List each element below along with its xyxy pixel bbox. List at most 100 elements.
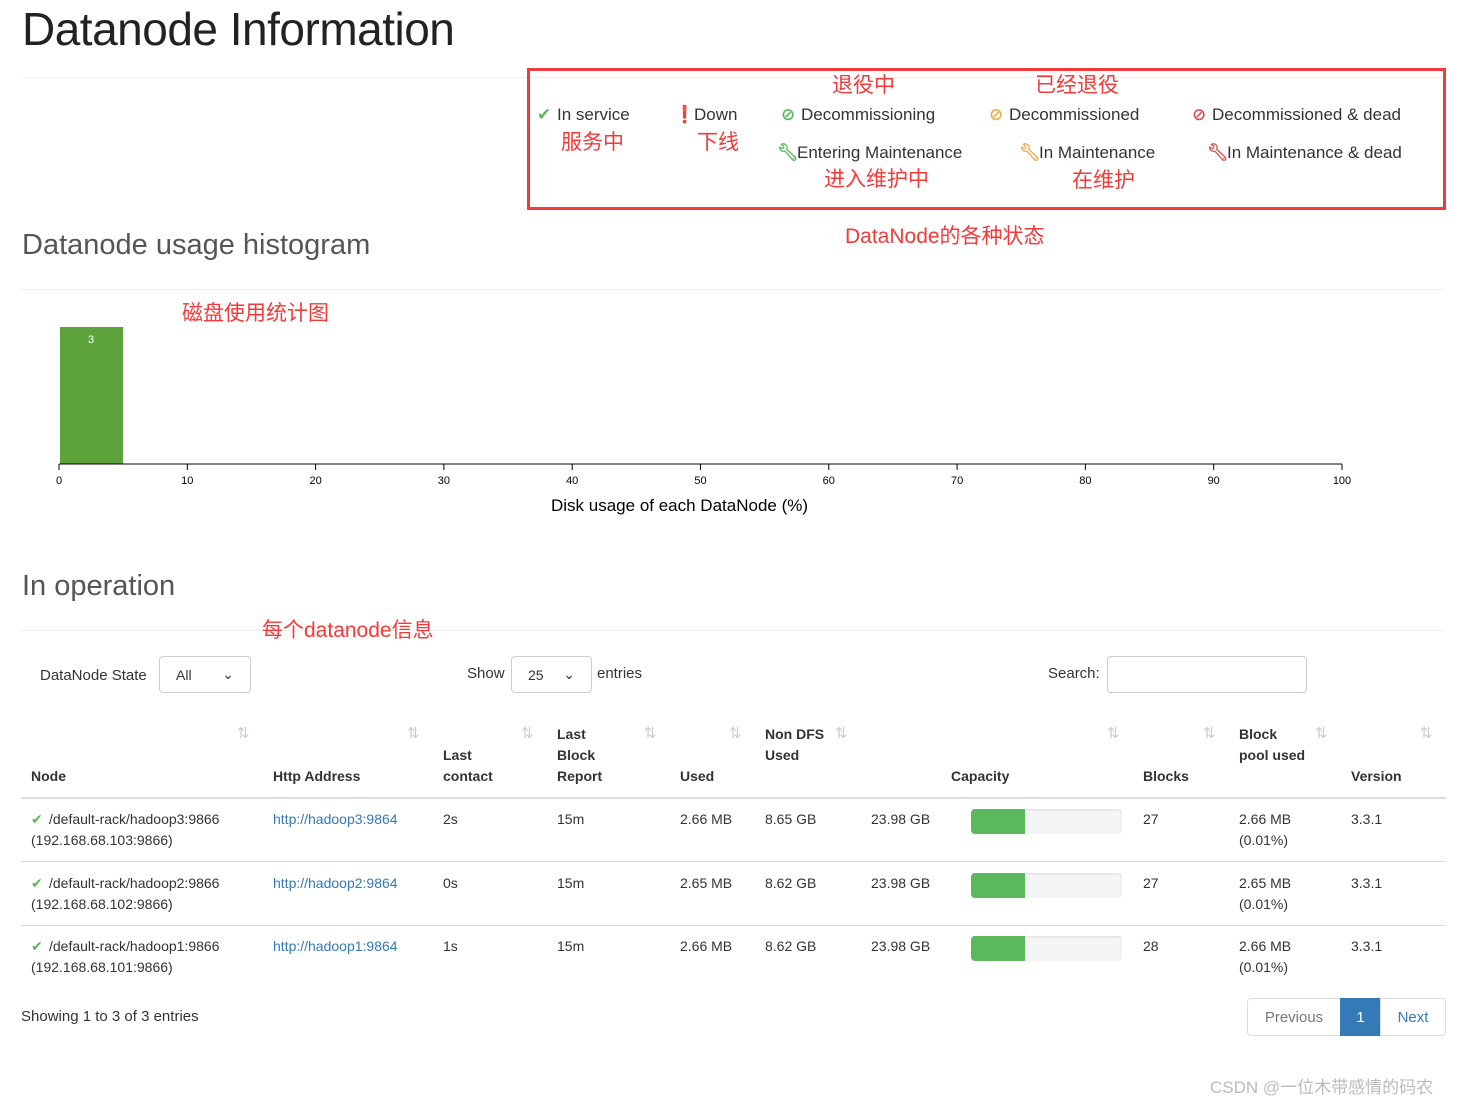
check-icon: ✔ [537, 105, 552, 124]
column-header[interactable]: Last contact [443, 747, 493, 784]
watermark: CSDN @一位木带感情的码农 [1210, 1078, 1434, 1097]
legend-label: In Maintenance & dead [1227, 143, 1402, 162]
annotation: 每个datanode信息 [262, 619, 434, 642]
http-address-link[interactable]: http://hadoop3:9864 [273, 811, 398, 827]
search-label: Search: [1048, 665, 1100, 682]
node-ip: (192.168.68.103:9866) [31, 832, 173, 848]
legend-label: Entering Maintenance [797, 143, 963, 162]
check-icon: ✔ [31, 938, 43, 954]
block-pool-used: 2.65 MB [1239, 874, 1292, 891]
column-header[interactable]: Version [1351, 768, 1402, 784]
wrench-icon: 🔧︎ [1207, 143, 1229, 162]
divider [21, 289, 1446, 290]
node-ip: (192.168.68.102:9866) [31, 895, 173, 912]
state-filter-label: DataNode State [40, 667, 147, 684]
annotation: 磁盘使用统计图 [182, 302, 329, 325]
chevron-down-icon: ⌄ [222, 666, 234, 682]
sort-icon[interactable]: ⇅ [521, 725, 534, 742]
capacity-usage-fill [971, 872, 1026, 898]
block-pool-used: 2.66 MB [1239, 938, 1292, 954]
legend-in-service: ✔ In service [537, 105, 630, 125]
sort-icon[interactable]: ⇅ [1203, 725, 1216, 742]
legend-label: Down [694, 105, 738, 124]
entries-label: entries [597, 665, 643, 682]
column-header[interactable]: Non DFS Used [765, 726, 825, 763]
legend-label: In Maintenance [1039, 143, 1156, 162]
row-divider [21, 861, 1446, 862]
capacity: 23.98 GB [871, 811, 931, 827]
x-tick-label: 10 [181, 475, 193, 487]
version: 3.3.1 [1351, 874, 1383, 891]
previous-button[interactable]: Previous [1247, 998, 1341, 1036]
check-icon: ✔ [31, 811, 43, 827]
exclamation-circle-icon: ❗ [674, 105, 696, 124]
x-tick-label: 0 [56, 475, 62, 487]
column-header[interactable]: Last Block Report [557, 726, 603, 784]
column-header[interactable]: Capacity [951, 768, 1010, 784]
blocks: 27 [1143, 811, 1159, 827]
x-axis-label: Disk usage of each DataNode (%) [551, 496, 809, 515]
annotation: 退役中 [832, 74, 895, 97]
page-size-value: 25 [528, 666, 544, 683]
wrench-icon: 🔧︎ [777, 143, 799, 162]
page-size-select[interactable]: 25 ⌄ [511, 656, 592, 693]
column-header[interactable]: Blocks [1143, 768, 1189, 784]
x-tick-label: 60 [823, 475, 835, 487]
block-pool-percent: (0.01%) [1239, 832, 1289, 848]
capacity: 23.98 GB [871, 874, 931, 891]
sort-icon[interactable]: ⇅ [1420, 725, 1433, 742]
annotation: 下线 [697, 131, 739, 154]
column-header[interactable]: Node [31, 768, 66, 784]
legend-down: ❗Down [674, 105, 737, 125]
capacity-usage-bar [971, 936, 1122, 961]
sort-icon[interactable]: ⇅ [237, 725, 250, 742]
check-icon: ✔ [31, 874, 43, 891]
histogram-bar [60, 327, 124, 464]
block-pool-percent: (0.01%) [1239, 895, 1289, 912]
x-tick-label: 40 [566, 475, 578, 487]
column-header[interactable]: Block pool used [1239, 726, 1306, 763]
last-contact: 1s [443, 938, 458, 954]
bar-label: 3 [88, 334, 94, 346]
http-address-link[interactable]: http://hadoop2:9864 [273, 874, 398, 891]
state-filter-select[interactable]: All ⌄ [159, 656, 251, 693]
capacity-usage-bar [971, 809, 1122, 834]
sort-icon[interactable]: ⇅ [729, 725, 742, 742]
search-input[interactable] [1107, 656, 1307, 693]
page-1-button[interactable]: 1 [1340, 998, 1381, 1036]
used: 2.65 MB [680, 874, 733, 891]
last-contact: 0s [443, 874, 458, 891]
column-header[interactable]: Http Address [273, 768, 361, 784]
legend-annotation-box [527, 68, 1446, 210]
annotation: DataNode的各种状态 [845, 225, 1045, 248]
wrench-icon: 🔧︎ [1019, 143, 1041, 162]
x-tick-label: 90 [1208, 475, 1220, 487]
block-pool-percent: (0.01%) [1239, 959, 1289, 975]
legend-in-maintenance: 🔧︎In Maintenance [1019, 143, 1155, 163]
sort-icon[interactable]: ⇅ [644, 725, 657, 742]
http-address-link[interactable]: http://hadoop1:9864 [273, 938, 398, 954]
version: 3.3.1 [1351, 938, 1383, 954]
legend-entering-maintenance: 🔧︎Entering Maintenance [777, 143, 962, 163]
legend-decommissioned-dead: ⊘ Decommissioned & dead [1192, 105, 1401, 125]
row-divider [21, 924, 1446, 926]
blocks: 28 [1143, 938, 1159, 954]
non-dfs-used: 8.62 GB [765, 874, 817, 891]
ban-icon: ⊘ [781, 105, 796, 124]
operation-heading: In operation [22, 570, 176, 602]
sort-icon[interactable]: ⇅ [835, 725, 848, 742]
capacity-usage-fill [971, 809, 1026, 834]
annotation: 在维护 [1072, 169, 1135, 192]
next-button[interactable]: Next [1380, 998, 1446, 1036]
table-info: Showing 1 to 3 of 3 entries [21, 1008, 199, 1025]
sort-icon[interactable]: ⇅ [407, 725, 420, 742]
x-tick-label: 30 [438, 475, 450, 487]
ban-icon: ⊘ [1192, 105, 1207, 124]
column-header[interactable]: Used [680, 768, 715, 784]
x-tick-label: 80 [1079, 475, 1091, 487]
last-block-report: 15m [557, 938, 585, 954]
non-dfs-used: 8.65 GB [765, 811, 817, 827]
x-tick-label: 100 [1333, 475, 1351, 487]
sort-icon[interactable]: ⇅ [1107, 725, 1120, 742]
sort-icon[interactable]: ⇅ [1315, 725, 1328, 742]
